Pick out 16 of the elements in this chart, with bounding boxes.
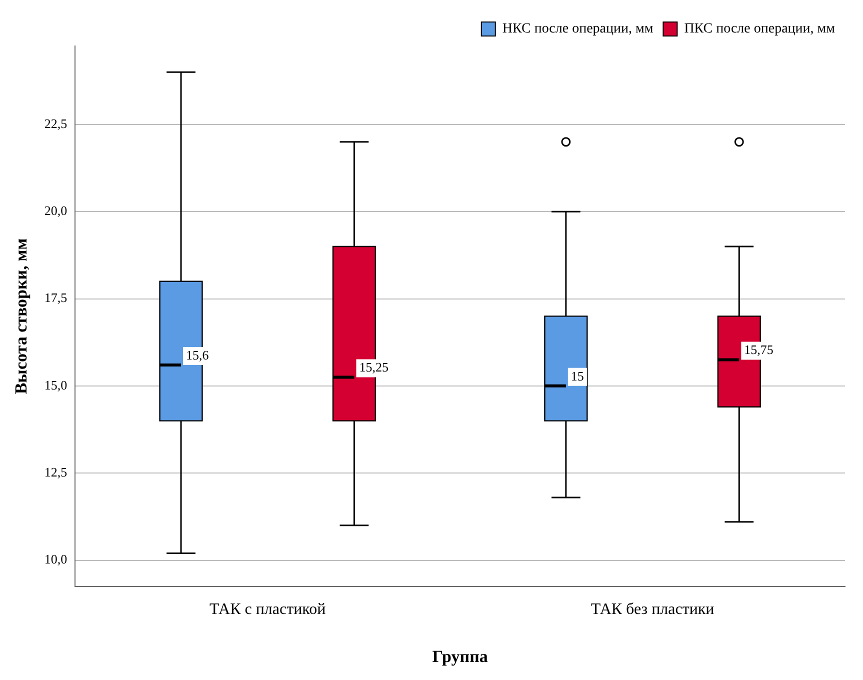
- text: 15: [570, 368, 584, 384]
- text: 15,75: [744, 342, 774, 358]
- x-tick-label: ТАК без пластики: [590, 601, 715, 618]
- y-tick-label: 17,5: [44, 290, 68, 306]
- legend-label: ПКС после операции, мм: [684, 22, 836, 37]
- x-axis-title: Группа: [432, 647, 488, 666]
- y-tick-label: 15,0: [44, 377, 68, 392]
- x-tick-label: ТАК с пластикой: [210, 601, 326, 618]
- y-tick-label: 20,0: [44, 203, 68, 218]
- y-tick-label: 12,5: [44, 464, 68, 480]
- y-tick-label: 22,5: [44, 116, 68, 131]
- y-tick-label: 10,0: [44, 552, 68, 567]
- y-axis-title: Высота створки, мм: [12, 238, 31, 394]
- legend-label: НКС после операции, мм: [502, 22, 654, 37]
- text: 15,6: [186, 347, 209, 362]
- text: 15,25: [359, 360, 388, 375]
